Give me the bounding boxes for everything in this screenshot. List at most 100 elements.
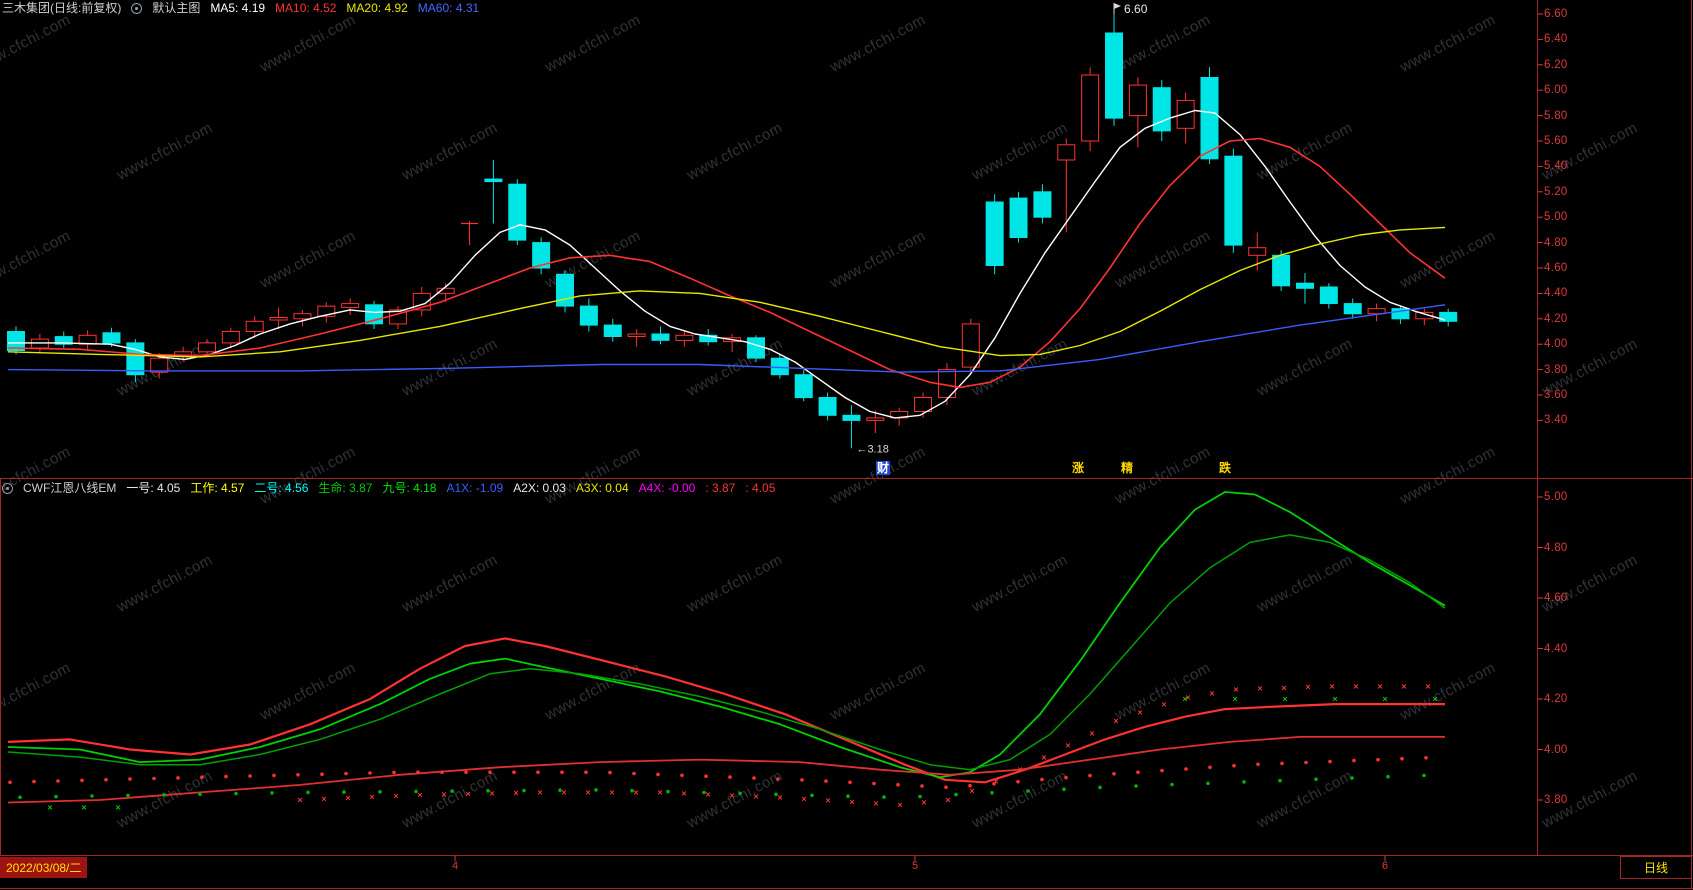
mark-x-red: × [753, 792, 758, 802]
mark-dots-green [1278, 778, 1282, 783]
ma-label-3: MA60: 4.31 [417, 1, 480, 15]
period-label: 日线 [1643, 861, 1668, 875]
mark-dots-green [126, 793, 130, 798]
indicator-value-6: A2X: 0.03 [513, 481, 566, 495]
mark-life-dots-red [80, 778, 84, 783]
mark-life-dots-red [848, 780, 852, 785]
mark-dots-green [810, 793, 814, 798]
mark-life-dots-red [1400, 756, 1404, 761]
ma-line-MA20 [7, 226, 1446, 358]
mark-life-dots-red [1040, 777, 1044, 782]
mark-x-red: × [489, 788, 494, 798]
gann-line-九号 [7, 637, 1445, 784]
mark-x-green-right: × [1432, 694, 1437, 704]
mark-dots-green [594, 788, 598, 792]
candle-body [961, 323, 980, 368]
mark-life-dots-red [32, 779, 36, 784]
mark-dots-green [1026, 789, 1030, 793]
mark-x-green-left: × [115, 803, 120, 813]
mark-x-red: × [849, 797, 854, 807]
candle-body [914, 397, 933, 412]
candle-body [1415, 311, 1434, 320]
price-axis-label: 4.80 [1544, 236, 1568, 249]
mark-life-dots-red [872, 781, 876, 786]
price-axis-label: 3.60 [1544, 389, 1568, 401]
indicator-value-0: 一号: 4.05 [126, 481, 181, 495]
event-marker-jing[interactable]: 精 [1121, 461, 1134, 475]
mark-dots-green [90, 794, 94, 798]
indicator-panel-header: CWF江恩八线EM 一号: 4.05 工作: 4.57 二号: 4.56 生命: 3.… [2, 481, 775, 496]
mark-life-dots-red [1376, 757, 1380, 762]
price-axis-label: 6.20 [1544, 58, 1568, 71]
indicator-name[interactable]: CWF江恩八线EM [23, 481, 117, 495]
mark-dots-green [1422, 773, 1426, 778]
candle-body [1224, 155, 1243, 246]
mark-dots-green [1098, 785, 1102, 790]
mark-x-red: × [1065, 741, 1070, 751]
mark-life-dots-red [704, 774, 708, 778]
mark-x-red: × [369, 792, 374, 802]
mark-dots-green [1062, 787, 1066, 791]
mark-x-red: × [969, 786, 974, 796]
month-label-6: 6 [1382, 860, 1389, 872]
mark-dots-green [306, 790, 310, 795]
mark-life-dots-red [1256, 762, 1260, 767]
status-bar: 2022/03/08/二 4 5 6 日线 [0, 856, 1693, 889]
mark-dots-green [1386, 774, 1390, 779]
candle-body [1128, 84, 1147, 117]
ma-label-2: MA20: 4.92 [346, 1, 408, 15]
period-selector[interactable]: 日线 [1620, 856, 1692, 879]
low-price-annotation: ←3.18 [856, 443, 888, 455]
mark-life-dots-red [896, 782, 900, 787]
indicator-toggle-icon[interactable] [131, 3, 143, 14]
mark-x-red: × [1137, 708, 1142, 718]
high-price-annotation: 6.60 [1124, 2, 1148, 16]
mark-dots-green [774, 792, 778, 797]
price-axis-label: 6.60 [1544, 8, 1568, 20]
indicator-toggle-icon[interactable] [2, 483, 13, 494]
event-marker-cai[interactable]: 财 [876, 461, 891, 475]
mark-dots-green [234, 791, 238, 796]
mark-life-dots-red [656, 772, 660, 777]
mark-life-dots-red [584, 770, 588, 774]
candle-body [1176, 99, 1195, 129]
price-axis-label: 5.00 [1544, 491, 1568, 503]
main-chart-header: 三木集团(日线:前复权) 默认主图 MA5: 4.19 MA10: 4.52 MA2… [2, 1, 479, 16]
event-marker-zhang[interactable]: 涨 [1072, 461, 1085, 475]
price-axis-label: 3.80 [1544, 794, 1568, 806]
mark-dots-green [1242, 780, 1246, 784]
candle-body [1248, 247, 1267, 256]
mark-x-red: × [897, 800, 902, 810]
mark-life-dots-red [1328, 759, 1332, 764]
mark-dots-green [486, 789, 490, 793]
mark-life-dots-red [56, 779, 60, 783]
event-marker-die[interactable]: 跌 [1219, 461, 1232, 475]
candle-body [150, 357, 169, 373]
overlay-indicator-name[interactable]: 默认主图 [152, 1, 201, 15]
mark-x-red: × [393, 791, 398, 801]
candle-body [7, 331, 25, 351]
mark-life-dots-red [344, 771, 348, 776]
indicator-value-9: : 3.87 [705, 481, 736, 495]
price-axis-label: 3.80 [1544, 363, 1568, 376]
indicator-value-5: A1X: -1.09 [446, 481, 504, 495]
mark-life-dots-red [1112, 772, 1116, 776]
candle-body [699, 334, 718, 343]
mark-x-red: × [1377, 681, 1382, 691]
mark-dots-green [342, 790, 346, 794]
candle-body [1367, 308, 1386, 315]
candle-body [508, 183, 527, 241]
mark-life-dots-red [1184, 767, 1188, 771]
mark-life-dots-red [248, 774, 252, 778]
mark-dots-green [414, 789, 418, 794]
candle-body [579, 305, 598, 326]
mark-x-red: × [633, 787, 638, 797]
mark-x-red: × [1113, 716, 1118, 726]
mark-life-dots-red [560, 770, 564, 774]
mark-dots-green [954, 792, 958, 797]
price-axis-label: 4.60 [1544, 262, 1568, 274]
candle-body [651, 333, 670, 341]
indicator-value-4: 九号: 4.18 [382, 481, 437, 495]
price-axis-label: 4.20 [1544, 693, 1568, 705]
